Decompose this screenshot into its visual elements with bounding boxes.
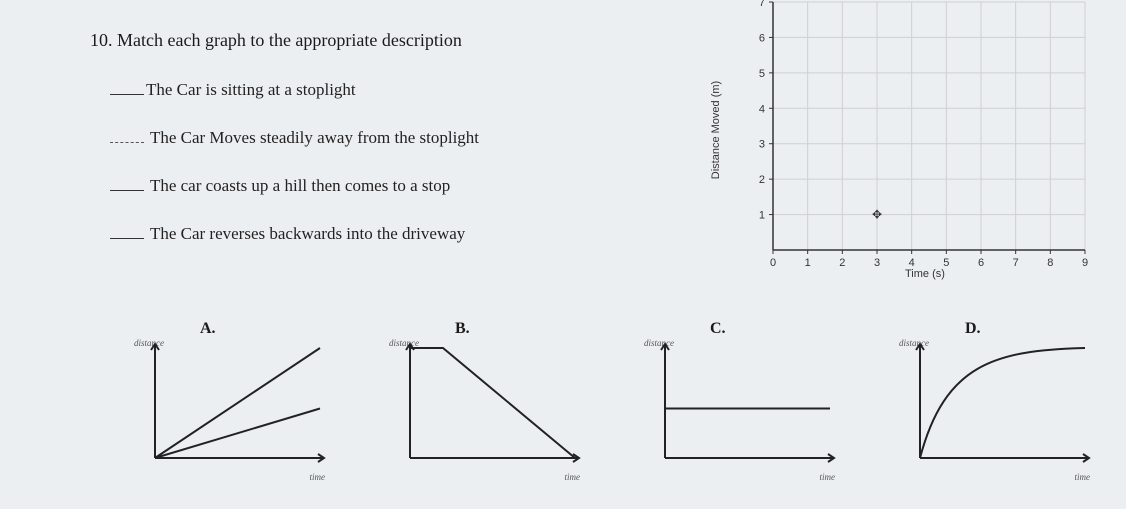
chart-svg (650, 340, 840, 470)
chart-label: B. (455, 320, 470, 338)
svg-text:7: 7 (759, 0, 765, 9)
svg-text:5: 5 (759, 68, 765, 80)
svg-text:4: 4 (759, 103, 765, 115)
match-item: The Car Moves steadily away from the sto… (110, 128, 479, 148)
svg-text:✥: ✥ (872, 208, 882, 222)
chart-xlab: time (1075, 472, 1091, 482)
worksheet-page: 10. Match each graph to the appropriate … (0, 0, 1126, 509)
svg-text:9: 9 (1082, 257, 1088, 269)
question-number: 10. (90, 30, 113, 50)
question-title: 10. Match each graph to the appropriate … (90, 30, 462, 51)
svg-text:1: 1 (759, 210, 765, 222)
chart-svg (395, 340, 585, 470)
svg-text:4: 4 (909, 257, 915, 269)
answer-blank[interactable] (110, 142, 144, 143)
match-item: The car coasts up a hill then comes to a… (110, 176, 479, 196)
match-list: The Car is sitting at a stoplight The Ca… (110, 80, 479, 272)
answer-blank[interactable] (110, 238, 144, 239)
grid-chart-svg: 0 1 2 3 4 5 6 7 8 9 1 2 3 4 5 6 7 ✥ (735, 0, 1095, 280)
chart-xlab: time (310, 472, 326, 482)
svg-text:6: 6 (759, 32, 765, 44)
small-chart-c: C. distance time (650, 320, 845, 480)
chart-label: D. (965, 320, 981, 338)
grid-y-axis-label: Distance Moved (m) (710, 81, 722, 179)
answer-blank[interactable] (110, 190, 144, 191)
svg-text:7: 7 (1013, 257, 1019, 269)
distance-time-grid-chart: 0 1 2 3 4 5 6 7 8 9 1 2 3 4 5 6 7 ✥ (735, 0, 1095, 280)
svg-text:3: 3 (759, 139, 765, 151)
chart-label: A. (200, 320, 216, 338)
chart-label: C. (710, 320, 726, 338)
question-text: Match each graph to the appropriate desc… (117, 30, 462, 50)
match-text: The car coasts up a hill then comes to a… (150, 176, 450, 195)
svg-text:5: 5 (943, 257, 949, 269)
svg-text:0: 0 (770, 257, 776, 269)
chart-xlab: time (820, 472, 836, 482)
answer-blank[interactable] (110, 94, 144, 95)
chart-svg (140, 340, 330, 470)
svg-text:2: 2 (839, 257, 845, 269)
match-item: The Car reverses backwards into the driv… (110, 224, 479, 244)
small-chart-a: A. distance time (140, 320, 335, 480)
svg-text:2: 2 (759, 174, 765, 186)
match-item: The Car is sitting at a stoplight (110, 80, 479, 100)
small-chart-b: B. distance time (395, 320, 590, 480)
match-text: The Car reverses backwards into the driv… (150, 224, 465, 243)
svg-text:3: 3 (874, 257, 880, 269)
svg-text:8: 8 (1047, 257, 1053, 269)
small-chart-d: D. distance time (905, 320, 1100, 480)
match-text: The Car is sitting at a stoplight (146, 80, 356, 99)
small-charts-row: A. distance time B. distance time C. dis… (140, 320, 1100, 490)
match-text: The Car Moves steadily away from the sto… (150, 128, 479, 147)
svg-text:1: 1 (805, 257, 811, 269)
chart-xlab: time (565, 472, 581, 482)
svg-text:6: 6 (978, 257, 984, 269)
chart-svg (905, 340, 1095, 470)
